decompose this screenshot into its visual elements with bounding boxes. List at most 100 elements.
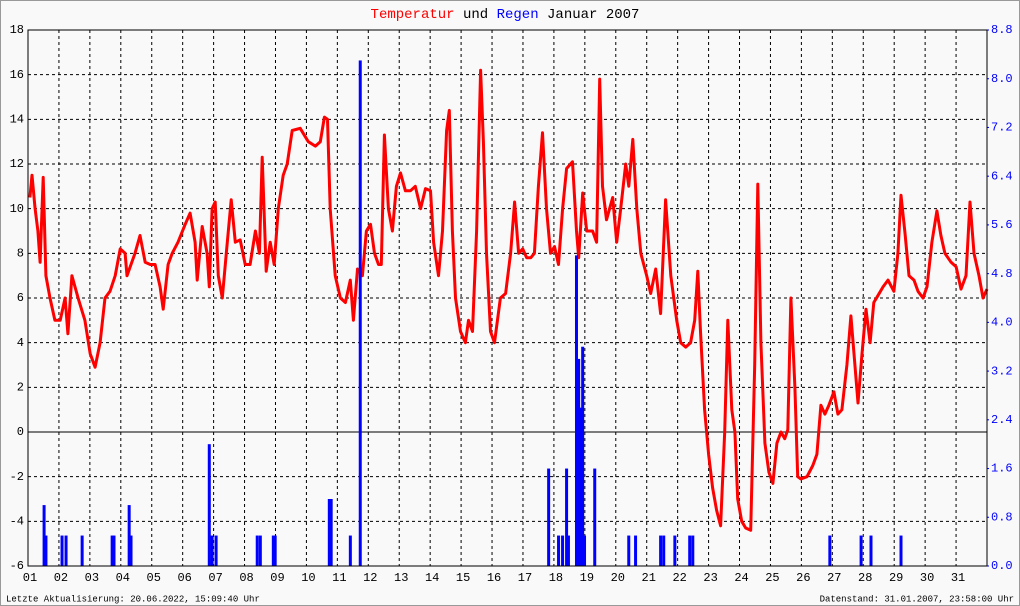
rain-bar bbox=[557, 535, 561, 566]
rain-bar bbox=[358, 60, 362, 567]
x-tick-label: 09 bbox=[270, 571, 284, 585]
y-tick-label: 16 bbox=[10, 68, 24, 82]
y-tick-label: 6 bbox=[17, 291, 24, 305]
y-tick-label: 8 bbox=[17, 247, 24, 261]
x-tick-label: 26 bbox=[796, 571, 810, 585]
x-tick-label: 27 bbox=[827, 571, 841, 585]
rain-bar bbox=[561, 535, 565, 566]
x-tick-label: 14 bbox=[425, 571, 439, 585]
rain-bar bbox=[583, 535, 587, 566]
x-tick-label: 18 bbox=[549, 571, 563, 585]
x-tick-label: 04 bbox=[116, 571, 130, 585]
y-tick-label: 18 bbox=[10, 23, 24, 37]
rain-bar bbox=[80, 535, 84, 566]
y-tick-label: 2 bbox=[17, 381, 24, 395]
rain-bar bbox=[859, 535, 863, 566]
title-period: Januar 2007 bbox=[547, 7, 639, 23]
rain-bar bbox=[688, 535, 692, 566]
x-tick-label: 20 bbox=[611, 571, 625, 585]
rain-bar bbox=[634, 535, 638, 566]
x-tick-label: 10 bbox=[301, 571, 315, 585]
x-tick-label: 13 bbox=[394, 571, 408, 585]
x-tick-label: 25 bbox=[765, 571, 779, 585]
temperature-line bbox=[28, 68, 989, 532]
plot-border bbox=[27, 29, 988, 567]
x-tick-label: 17 bbox=[518, 571, 532, 585]
rain-bar bbox=[577, 358, 581, 566]
rain-bar bbox=[627, 535, 631, 566]
rain-bar bbox=[348, 535, 352, 566]
x-tick-label: 29 bbox=[889, 571, 903, 585]
x-tick-label: 07 bbox=[208, 571, 222, 585]
title-temperature: Temperatur bbox=[371, 7, 455, 23]
y2-tick-label: 0.8 bbox=[991, 510, 1013, 524]
footer-left: Letzte Aktualisierung: 20.06.2022, 15:09… bbox=[6, 594, 260, 604]
x-tick-label: 23 bbox=[703, 571, 717, 585]
rain-bar bbox=[210, 535, 214, 566]
rain-bar bbox=[579, 407, 583, 566]
x-tick-label: 19 bbox=[580, 571, 594, 585]
y-tick-label: 4 bbox=[17, 336, 24, 350]
y2-tick-label: 4.8 bbox=[991, 267, 1013, 281]
x-tick-label: 15 bbox=[456, 571, 470, 585]
x-tick-label: 31 bbox=[951, 571, 965, 585]
x-tick-label: 30 bbox=[920, 571, 934, 585]
x-tick-label: 03 bbox=[85, 571, 99, 585]
rain-bar bbox=[869, 535, 873, 566]
y-tick-label: 14 bbox=[10, 113, 24, 127]
x-tick-label: 24 bbox=[734, 571, 748, 585]
y2-tick-label: 8.0 bbox=[991, 72, 1013, 86]
rain-bar bbox=[565, 468, 569, 566]
rain-bar bbox=[566, 535, 570, 566]
rain-bar bbox=[112, 535, 116, 566]
x-tick-label: 16 bbox=[487, 571, 501, 585]
y2-tick-label: 5.6 bbox=[991, 218, 1013, 232]
x-tick-label: 12 bbox=[363, 571, 377, 585]
rain-bar bbox=[581, 346, 585, 566]
y2-tick-label: 0.0 bbox=[991, 559, 1013, 573]
title-rain: Regen bbox=[497, 7, 539, 23]
title-connector: und bbox=[463, 7, 488, 23]
rain-bar bbox=[574, 255, 578, 566]
y2-tick-label: 1.6 bbox=[991, 462, 1013, 476]
x-tick-label: 01 bbox=[23, 571, 37, 585]
y-tick-label: 12 bbox=[10, 157, 24, 171]
rain-bar bbox=[44, 535, 48, 566]
rain-bar bbox=[273, 535, 277, 566]
rain-bar bbox=[271, 535, 275, 566]
rain-bar bbox=[214, 535, 218, 566]
y-tick-label: 10 bbox=[10, 202, 24, 216]
y-tick-label: -4 bbox=[10, 515, 24, 529]
rain-bar bbox=[659, 535, 663, 566]
y2-tick-label: 7.2 bbox=[991, 121, 1013, 135]
x-tick-label: 28 bbox=[858, 571, 872, 585]
y-tick-label: -6 bbox=[10, 559, 24, 573]
rain-bar bbox=[899, 535, 903, 566]
rain-bar bbox=[42, 505, 46, 566]
rain-bar bbox=[327, 499, 331, 566]
y2-tick-label: 4.0 bbox=[991, 316, 1013, 330]
rain-bar bbox=[673, 535, 677, 566]
x-tick-label: 21 bbox=[642, 571, 656, 585]
rain-bar bbox=[127, 505, 131, 566]
rain-bar bbox=[547, 468, 551, 566]
y2-tick-label: 3.2 bbox=[991, 364, 1013, 378]
x-tick-label: 08 bbox=[239, 571, 253, 585]
x-tick-label: 06 bbox=[177, 571, 191, 585]
x-tick-label: 05 bbox=[147, 571, 161, 585]
y2-tick-label: 8.8 bbox=[991, 23, 1013, 37]
x-tick-label: 11 bbox=[332, 571, 346, 585]
rain-bar bbox=[828, 535, 832, 566]
rain-bar bbox=[207, 444, 211, 566]
x-tick-label: 22 bbox=[672, 571, 686, 585]
y-tick-label: 0 bbox=[17, 425, 24, 439]
rain-bar bbox=[662, 535, 666, 566]
rain-bar bbox=[258, 535, 262, 566]
y2-tick-label: 6.4 bbox=[991, 169, 1013, 183]
rain-bar bbox=[329, 499, 333, 566]
y2-tick-label: 2.4 bbox=[991, 413, 1013, 427]
rain-bar bbox=[60, 535, 64, 566]
